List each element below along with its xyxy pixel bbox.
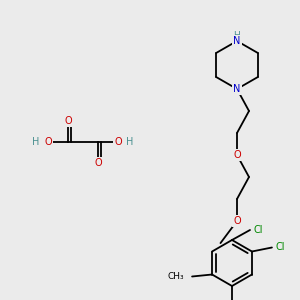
Text: H: H [32,137,40,147]
Text: N: N [233,84,241,94]
Text: H: H [234,32,240,40]
Text: O: O [233,216,241,226]
Text: O: O [44,137,52,147]
Text: O: O [64,116,72,126]
Text: O: O [94,158,102,168]
Text: H: H [126,137,134,147]
Text: CH₃: CH₃ [167,272,184,281]
Text: Cl: Cl [253,225,263,235]
Text: O: O [114,137,122,147]
Text: Cl: Cl [275,242,285,253]
Text: O: O [233,150,241,160]
Text: N: N [233,36,241,46]
